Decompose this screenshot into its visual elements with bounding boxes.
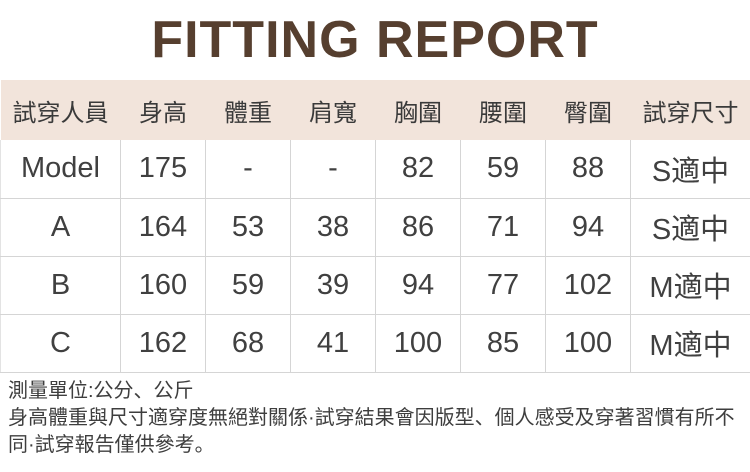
table-cell: 102 [545,255,631,315]
table-cell: B [0,255,121,315]
table-cell: S適中 [630,197,750,257]
table-cell: 164 [120,197,206,257]
table-cell: 88 [545,140,631,199]
table-row: A 164 53 38 86 71 94 S適中 [0,197,750,257]
table-cell: - [290,140,376,199]
table-row: Model 175- -82 59 88 S適中 [0,140,750,199]
column-header: 胸圍 [375,80,461,140]
column-header: 肩寬 [290,80,376,140]
table-cell: 86 [375,197,461,257]
column-header: 身高 [120,80,206,140]
table-cell: A [0,197,121,257]
table-cell: 68 [205,313,291,373]
table-cell: 82 [375,140,461,199]
table-cell: 85 [460,313,546,373]
fitting-table: 試穿人員 身高 體重 肩寬 胸圍 腰圍 臀圍 試穿尺寸 Model 175- -82 59 88 S適中… [0,80,750,373]
table-body: Model 175- -82 59 88 S適中 A 164 53 38 86 71 94 S適中 B 160… [0,140,750,373]
notes-section: 測量單位:公分、公斤 身高體重與尺寸適穿度無絕對關係·試穿結果會因版型、個人感受… [0,373,750,459]
table-cell: C [0,313,121,373]
notes-units: 測量單位:公分、公斤 [8,379,194,402]
table-cell: 71 [460,197,546,257]
table-cell: 94 [545,197,631,257]
table-cell: 59 [460,140,546,199]
column-header: 腰圍 [460,80,546,140]
table-row: B 160 59 39 94 77 102 M適中 [0,255,750,315]
column-header: 試穿尺寸 [630,80,750,140]
table-cell: 77 [460,255,546,315]
table-cell: 100 [545,313,631,373]
table-cell: 160 [120,255,206,315]
table-cell: 100 [375,313,461,373]
table-cell: Model [0,140,121,199]
table-cell: 53 [205,197,291,257]
table-cell: 38 [290,197,376,257]
table-cell: 162 [120,313,206,373]
table-cell: 94 [375,255,461,315]
table-cell: M適中 [630,313,750,373]
table-cell: M適中 [630,255,750,315]
column-header: 臀圍 [545,80,631,140]
table-cell: 39 [290,255,376,315]
table-row: C 162 68 41 100 85 100 M適中 [0,313,750,373]
table-cell: 59 [205,255,291,315]
table-cell: - [205,140,291,199]
notes-disclaimer: 身高體重與尺寸適穿度無絕對關係·試穿結果會因版型、個人感受及穿著習慣有所不同·試… [8,406,735,456]
table-cell: S適中 [630,140,750,199]
table-cell: 175 [120,140,206,199]
header-row: 試穿人員 身高 體重 肩寬 胸圍 腰圍 臀圍 試穿尺寸 [0,80,750,140]
table-cell: 41 [290,313,376,373]
column-header: 試穿人員 [0,80,121,140]
column-header: 體重 [205,80,291,140]
page-title: FITTING REPORT [151,11,599,69]
